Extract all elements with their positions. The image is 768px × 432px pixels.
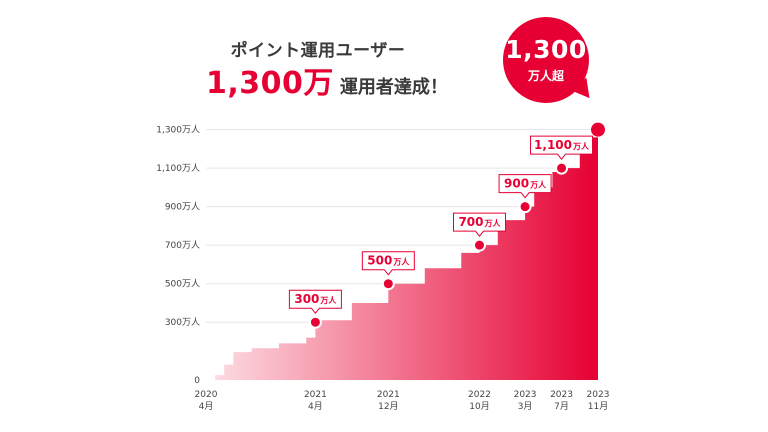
callout-number: 700 bbox=[458, 215, 483, 229]
x-tick-year: 2021 bbox=[304, 390, 327, 400]
callout-unit: 万人 bbox=[529, 180, 547, 190]
x-axis-ticks: 20204月20214月202112月202210月20233月20237月20… bbox=[195, 390, 610, 412]
x-tick-year: 2023 bbox=[514, 390, 537, 400]
x-tick-month: 3月 bbox=[518, 401, 533, 412]
callout-box bbox=[530, 135, 594, 160]
callout-label: 700万人 bbox=[458, 215, 501, 229]
callout-label: 1,100万人 bbox=[534, 138, 590, 152]
y-tick-label: 1,300万人 bbox=[156, 125, 200, 136]
headline-top: ポイント運用ユーザー bbox=[230, 41, 406, 61]
y-tick-label: 900万人 bbox=[165, 202, 200, 213]
y-tick-label: 300万人 bbox=[165, 317, 200, 328]
callout-box bbox=[452, 212, 506, 237]
callout-number: 900 bbox=[504, 177, 529, 191]
x-tick-year: 2023 bbox=[550, 390, 573, 400]
x-tick-month: 11月 bbox=[588, 401, 608, 412]
milestone-dot bbox=[591, 122, 605, 137]
milestone-callout: 500万人 bbox=[361, 251, 415, 276]
x-tick-year: 2020 bbox=[195, 390, 218, 400]
callout-number: 300 bbox=[294, 292, 319, 306]
y-tick-label: 1,100万人 bbox=[156, 163, 200, 174]
badge-unit: 万人超 bbox=[527, 69, 564, 83]
milestone-dot bbox=[472, 238, 486, 252]
total-badge: 1,300 万人超 bbox=[503, 17, 589, 103]
callout-box bbox=[498, 174, 552, 199]
callout-unit: 万人 bbox=[572, 141, 590, 151]
x-tick-month: 4月 bbox=[308, 401, 323, 412]
y-tick-label: 500万人 bbox=[165, 279, 200, 290]
milestone-callout: 900万人 bbox=[498, 174, 552, 199]
callout-unit: 万人 bbox=[319, 295, 337, 305]
x-tick-month: 12月 bbox=[378, 401, 398, 412]
milestone-callout: 1,100万人 bbox=[530, 135, 594, 160]
milestone-dot bbox=[518, 200, 532, 214]
milestone-dot bbox=[381, 277, 395, 291]
callout-number: 1,100 bbox=[534, 138, 572, 152]
callout-box bbox=[288, 289, 342, 315]
x-tick-year: 2023 bbox=[587, 390, 610, 400]
callout-label: 900万人 bbox=[504, 177, 547, 191]
callout-number: 500 bbox=[367, 254, 392, 268]
x-tick-month: 7月 bbox=[554, 401, 569, 412]
callout-box bbox=[361, 251, 415, 276]
milestone-markers bbox=[308, 122, 605, 329]
y-tick-label: 0 bbox=[194, 376, 200, 386]
y-axis-ticks: 0 300万人 500万人 700万人 900万人 1,100万人 1,300万人 bbox=[156, 125, 200, 386]
x-tick-year: 2021 bbox=[377, 390, 400, 400]
x-tick-year: 2022 bbox=[468, 390, 491, 400]
callout-unit: 万人 bbox=[392, 257, 410, 267]
milestone-callout: 300万人 bbox=[288, 289, 342, 315]
area-series bbox=[206, 129, 598, 380]
milestone-dot bbox=[555, 161, 569, 175]
badge-number: 1,300 bbox=[505, 35, 587, 64]
callout-unit: 万人 bbox=[484, 218, 502, 228]
area-fill bbox=[206, 129, 598, 380]
callout-label: 500万人 bbox=[367, 254, 410, 268]
milestone-callout: 700万人 bbox=[452, 212, 506, 237]
callout-label: 300万人 bbox=[294, 292, 337, 306]
headline-suffix: 運用者達成！ bbox=[339, 77, 448, 98]
headline-count: 1,300万 bbox=[206, 66, 334, 101]
milestone-dot bbox=[308, 315, 322, 329]
headline-main: 1,300万 運用者達成！ bbox=[206, 58, 448, 102]
x-tick-month: 10月 bbox=[469, 401, 489, 412]
x-tick-month: 4月 bbox=[199, 401, 214, 412]
y-tick-label: 700万人 bbox=[165, 240, 200, 251]
